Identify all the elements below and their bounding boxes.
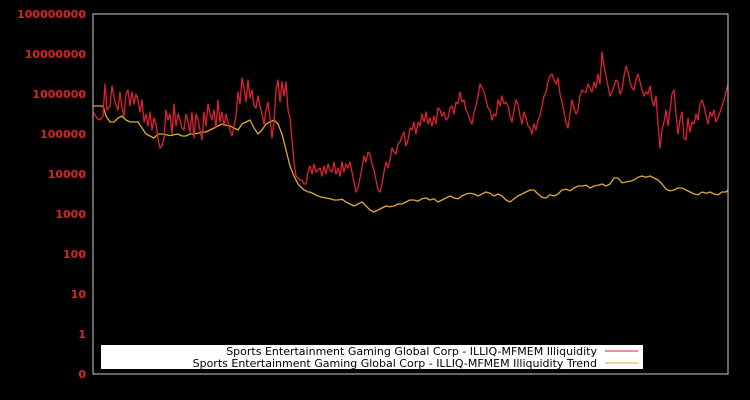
y-tick-label: 1000000 (32, 88, 86, 101)
y-tick-label: 100000 (40, 128, 86, 141)
y-tick-label: 1 (78, 328, 86, 341)
legend-box (101, 345, 643, 369)
y-axis: 100000000 10000000 1000000 100000 10000 … (17, 8, 86, 381)
legend: Sports Entertainment Gaming Global Corp … (101, 345, 643, 370)
legend-label-illiquidity: Sports Entertainment Gaming Global Corp … (226, 345, 597, 358)
legend-label-trend: Sports Entertainment Gaming Global Corp … (193, 357, 597, 370)
y-tick-label: 0 (78, 368, 86, 381)
trend-line (93, 105, 729, 213)
plot-frame (92, 13, 729, 375)
y-tick-label: 10 (71, 288, 87, 301)
y-tick-label: 10000 (48, 168, 87, 181)
y-tick-label: 1000 (55, 208, 86, 221)
y-tick-label: 100000000 (17, 8, 86, 21)
y-tick-label: 10000000 (25, 48, 87, 61)
y-tick-label: 100 (63, 248, 86, 261)
illiquidity-line (92, 51, 729, 193)
